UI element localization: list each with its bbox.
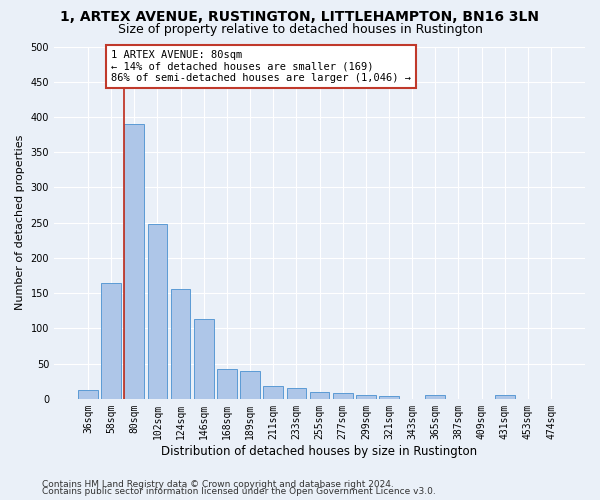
Text: Contains HM Land Registry data © Crown copyright and database right 2024.: Contains HM Land Registry data © Crown c… bbox=[42, 480, 394, 489]
Bar bbox=[194, 318, 214, 399]
Bar bbox=[240, 372, 260, 399]
Bar bbox=[495, 396, 515, 399]
Bar bbox=[310, 392, 329, 399]
X-axis label: Distribution of detached houses by size in Rustington: Distribution of detached houses by size … bbox=[161, 444, 478, 458]
Bar bbox=[148, 224, 167, 399]
Bar bbox=[78, 390, 98, 399]
Bar bbox=[263, 386, 283, 399]
Bar bbox=[379, 396, 399, 399]
Bar bbox=[171, 289, 190, 399]
Text: Size of property relative to detached houses in Rustington: Size of property relative to detached ho… bbox=[118, 22, 482, 36]
Bar bbox=[425, 396, 445, 399]
Bar bbox=[287, 388, 306, 399]
Bar bbox=[333, 393, 353, 399]
Text: Contains public sector information licensed under the Open Government Licence v3: Contains public sector information licen… bbox=[42, 487, 436, 496]
Y-axis label: Number of detached properties: Number of detached properties bbox=[15, 135, 25, 310]
Bar bbox=[217, 368, 237, 399]
Bar bbox=[101, 282, 121, 399]
Text: 1 ARTEX AVENUE: 80sqm
← 14% of detached houses are smaller (169)
86% of semi-det: 1 ARTEX AVENUE: 80sqm ← 14% of detached … bbox=[111, 50, 411, 83]
Bar bbox=[124, 124, 144, 399]
Text: 1, ARTEX AVENUE, RUSTINGTON, LITTLEHAMPTON, BN16 3LN: 1, ARTEX AVENUE, RUSTINGTON, LITTLEHAMPT… bbox=[61, 10, 539, 24]
Bar bbox=[356, 396, 376, 399]
